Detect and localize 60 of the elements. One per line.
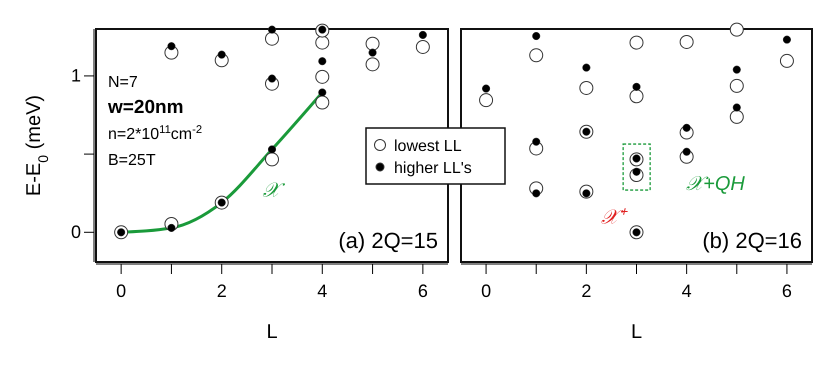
x-tick-label: 0: [481, 280, 492, 301]
point: [318, 57, 326, 66]
point: [730, 22, 744, 37]
point: [418, 30, 427, 39]
annotation: N=7: [108, 74, 138, 91]
point: [780, 54, 794, 68]
point: [782, 36, 791, 44]
x-tick-label: 2: [581, 280, 592, 301]
point: [632, 82, 641, 91]
point: [732, 66, 741, 74]
point: [315, 70, 330, 84]
point: [680, 34, 694, 49]
point: [265, 32, 279, 46]
point: [479, 93, 494, 108]
point: [368, 48, 377, 57]
point: [682, 124, 691, 132]
point: [315, 36, 330, 50]
annotation: n=2*10$^{11}$cm$^{-2}$: [108, 124, 202, 143]
point: [732, 103, 741, 112]
point: [315, 96, 330, 110]
point: [579, 80, 594, 95]
point: [529, 48, 544, 62]
point: [268, 26, 276, 34]
point: [532, 138, 540, 146]
point: [167, 42, 176, 50]
point: [630, 36, 644, 50]
point: [416, 40, 430, 54]
annotation: (b) 2Q=16: [702, 228, 802, 253]
x-axis-title: L: [266, 321, 278, 343]
legend-label: higher LL's: [394, 160, 472, 177]
y-tick-label: 1: [70, 66, 81, 86]
legend-label: lowest LL: [394, 138, 462, 155]
x-tick-label: 6: [418, 280, 428, 301]
x-tick-label: 4: [317, 280, 328, 301]
point: [532, 189, 540, 198]
x-tick-label: 4: [682, 280, 692, 301]
x-axis-title: L: [630, 321, 642, 343]
point: [482, 84, 490, 93]
point: [366, 36, 380, 51]
point: [268, 145, 276, 154]
point: [268, 74, 276, 83]
point: [218, 50, 226, 59]
point: [366, 57, 380, 72]
annotation: 𝒳+QH: [686, 173, 746, 196]
x-tick-label: 0: [116, 280, 126, 301]
annotation: 𝒳⁺: [600, 206, 628, 228]
annotation: (a) 2Q=15: [338, 228, 438, 253]
point: [682, 148, 691, 156]
x-tick-label: 6: [782, 280, 792, 301]
point: [318, 88, 326, 97]
point: [730, 110, 744, 124]
point: [265, 152, 279, 166]
point: [532, 32, 540, 40]
point: [730, 78, 744, 93]
x-tick-label: 2: [216, 280, 227, 301]
point: [582, 64, 590, 72]
point: [630, 89, 644, 104]
annotation: B=25T: [108, 152, 156, 169]
annotation: w=20nm: [107, 97, 184, 118]
annotation: 𝒳: [262, 179, 286, 202]
